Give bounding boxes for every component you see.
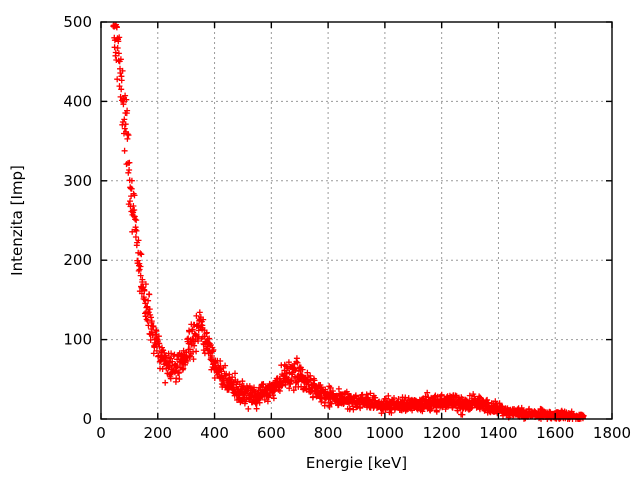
x-axis-label: Energie [keV]: [306, 454, 407, 472]
x-tick-label: 1200: [423, 424, 461, 442]
x-tick-label: 1800: [593, 424, 631, 442]
y-tick-label: 200: [63, 251, 92, 269]
x-tick-label: 0: [96, 424, 106, 442]
x-tick-label: 200: [143, 424, 172, 442]
y-tick-label: 300: [63, 172, 92, 190]
y-tick-label: 0: [82, 410, 92, 428]
scatter-points: [110, 21, 587, 422]
x-tick-label: 800: [314, 424, 343, 442]
data-point-markers: [110, 21, 587, 422]
y-tick-labels: 0 100 200 300 400 500: [63, 13, 92, 428]
x-tick-label: 1600: [536, 424, 574, 442]
x-tick-label: 1000: [366, 424, 404, 442]
y-axis-label: Intenzita [Imp]: [8, 165, 26, 276]
x-tick-labels: 0 200 400 600 800 1000 1200 1400 1600 1800: [96, 424, 631, 442]
y-tick-label: 500: [63, 13, 92, 31]
plot-frame: [100, 21, 613, 420]
y-tick-label: 400: [63, 92, 92, 110]
x-tick-label: 600: [257, 424, 286, 442]
x-tick-label: 400: [200, 424, 229, 442]
x-tick-label: 1400: [479, 424, 517, 442]
y-tick-label: 100: [63, 331, 92, 349]
axis-ticks: [100, 21, 613, 420]
